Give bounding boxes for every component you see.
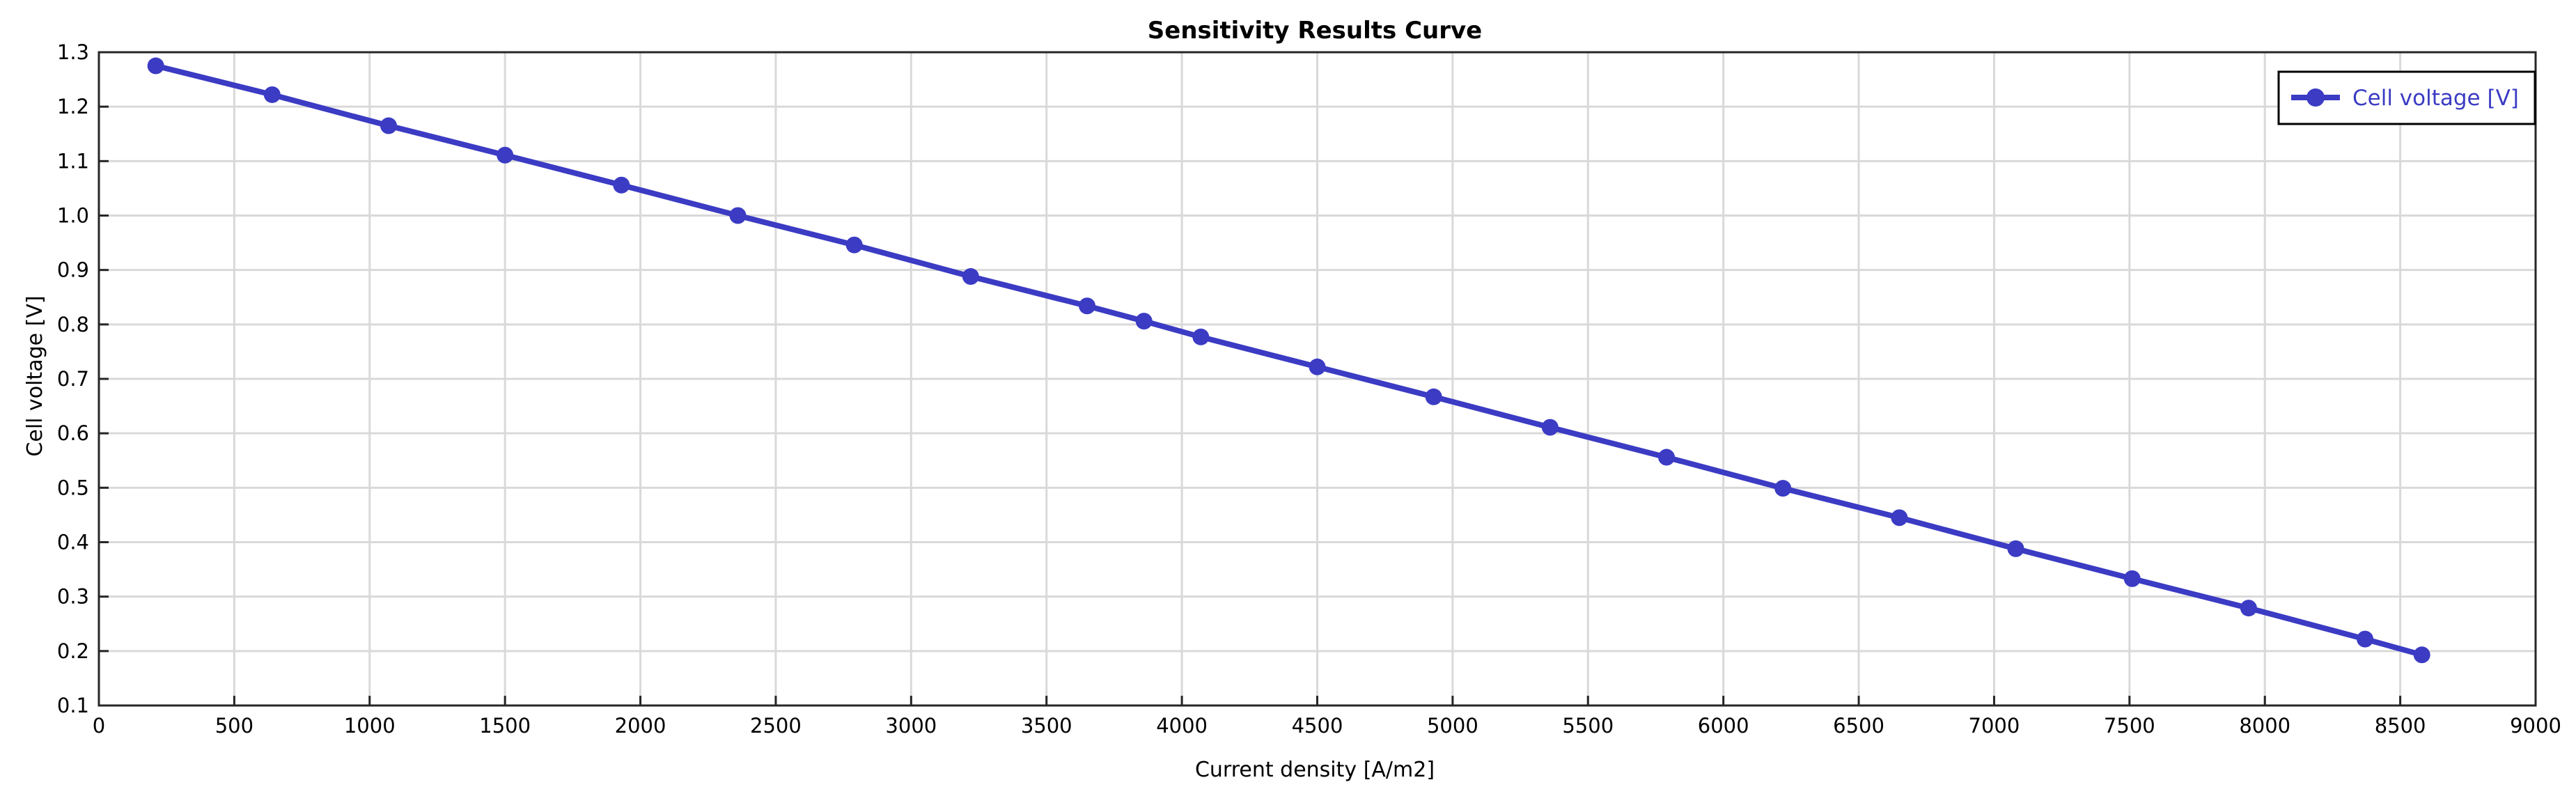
data-point [497,146,514,164]
series-layer [147,57,2430,664]
data-point [613,176,630,194]
data-point [380,117,397,134]
data-point [1135,313,1153,330]
data-point [2357,630,2374,648]
x-tick-label: 5000 [1427,714,1478,738]
x-tick-label: 3500 [1021,714,1072,738]
data-point [729,207,747,224]
x-tick-label: 6000 [1698,714,1749,738]
y-tick-label: 0.2 [57,639,89,663]
data-point [1774,480,1792,497]
data-point [962,268,979,286]
y-tick-label: 0.4 [57,531,89,554]
grid [99,52,2536,705]
x-tick-label: 3000 [885,714,937,738]
x-tick-label: 0 [93,714,105,738]
data-point [2413,646,2430,664]
legend-marker-swatch [2306,88,2325,107]
chart-title: Sensitivity Results Curve [1148,17,1482,45]
data-point [1309,358,1326,375]
y-tick-label: 0.1 [57,694,89,717]
y-tick-label: 0.3 [57,585,89,609]
y-tick-label: 0.8 [57,313,89,336]
series-line [153,63,2425,658]
legend-label: Cell voltage [V] [2352,86,2519,111]
y-tick-label: 0.6 [57,421,89,445]
data-point [845,236,863,254]
data-point [1541,419,1559,436]
x-tick-label: 1500 [479,714,531,738]
x-tick-label: 1000 [344,714,396,738]
x-tick-label: 4000 [1156,714,1208,738]
data-point [147,57,164,75]
x-tick-label: 7500 [2104,714,2155,738]
y-tick-label: 1.2 [57,95,89,118]
data-point [2123,570,2141,587]
data-point [1192,328,1210,345]
x-tick-label: 4500 [1292,714,1343,738]
x-tick-label: 9000 [2510,714,2561,738]
x-tick-label: 8500 [2375,714,2426,738]
y-tick-label: 0.5 [57,476,89,499]
y-tick-label: 1.0 [57,204,89,228]
x-tick-label: 500 [215,714,253,738]
data-point [1079,297,1096,315]
y-tick-label: 1.1 [57,149,89,173]
y-tick-label: 0.9 [57,258,89,282]
plot-frame [97,51,2537,707]
data-point [1425,388,1442,405]
x-tick-label: 2500 [750,714,802,738]
data-point [263,86,281,103]
axes: 0 500 1000 1500 2000 2500 3000 3500 4000 4500 5000… [57,40,2561,738]
x-tick-label: 2000 [615,714,666,738]
legend: Cell voltage [V] [2277,70,2536,125]
data-point [2240,600,2257,617]
data-point [1658,449,1676,466]
x-axis-label: Current density [A/m2] [1195,758,1435,782]
y-tick-label: 0.7 [57,367,89,391]
data-point [1891,509,1908,527]
x-tick-label: 5500 [1562,714,1614,738]
data-point [2007,540,2024,557]
x-tick-label: 8000 [2239,714,2290,738]
y-tick-label: 1.3 [57,40,89,64]
y-axis-label: Cell voltage [V] [23,295,47,456]
x-tick-label: 7000 [1969,714,2020,738]
x-tick-label: 6500 [1833,714,1884,738]
